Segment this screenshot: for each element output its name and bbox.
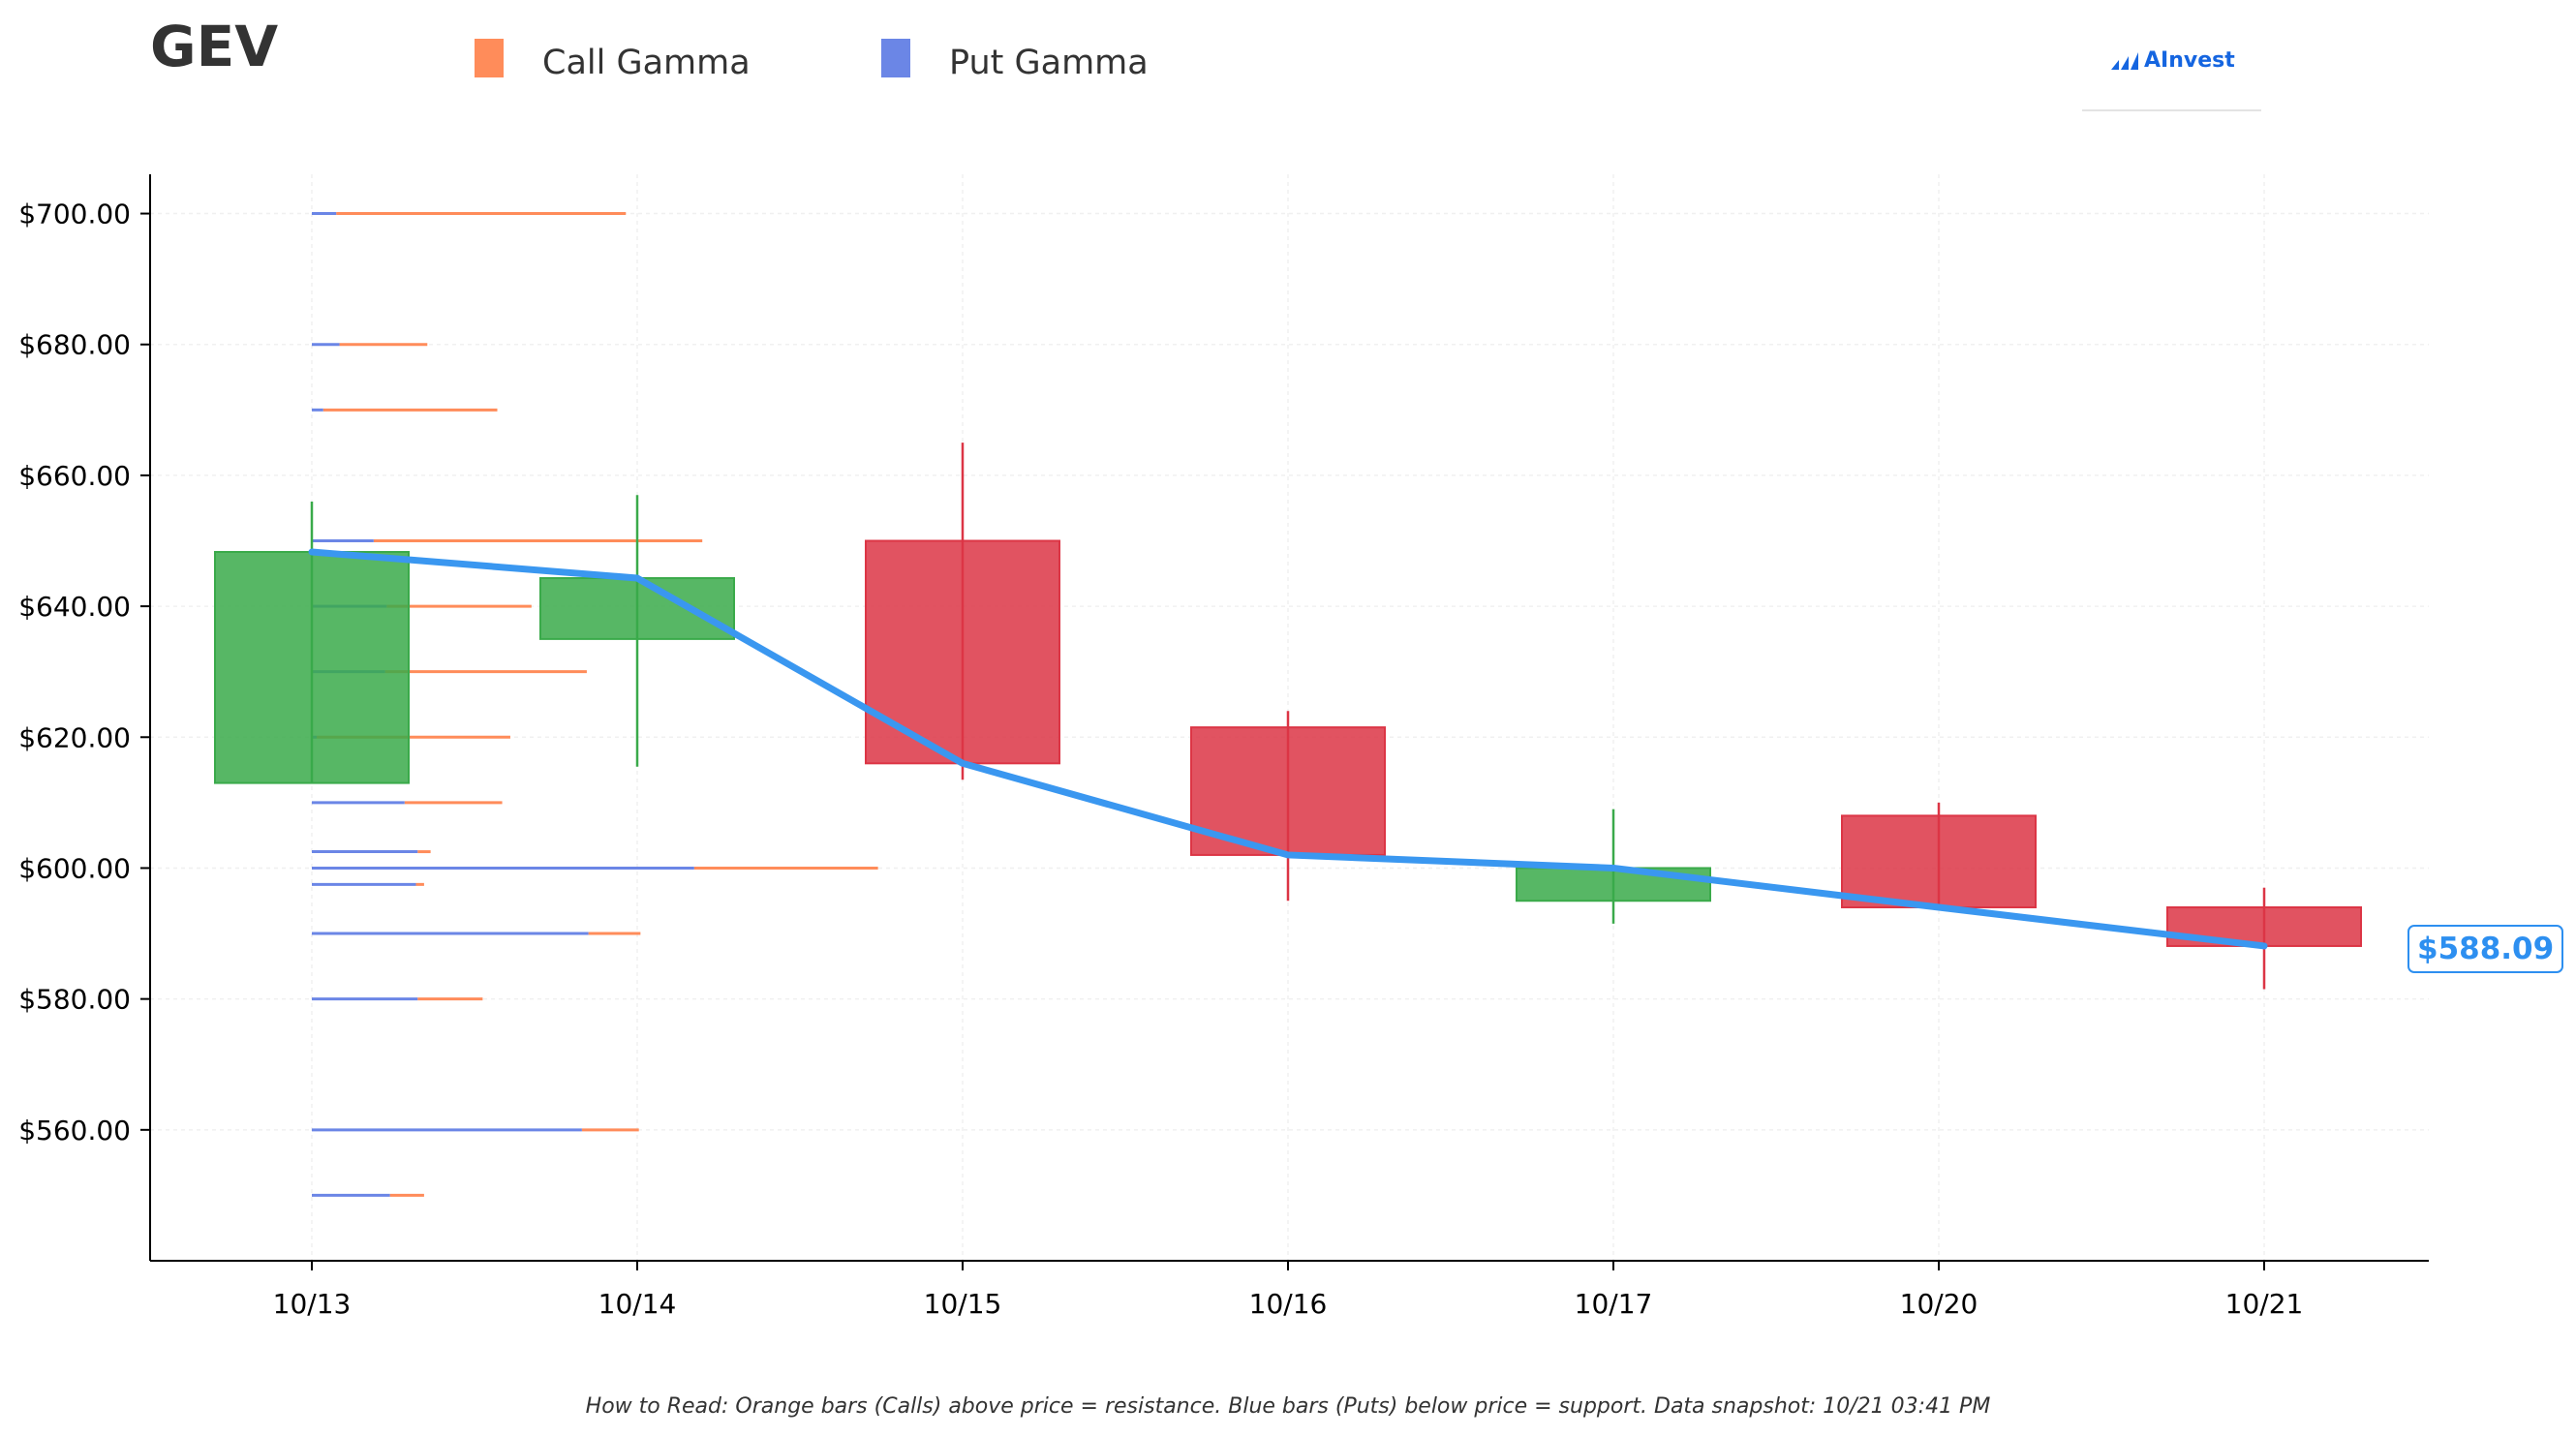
y-tick-label: $560.00 (18, 1115, 131, 1147)
chart-title: GEV (150, 14, 279, 79)
y-tick-label: $640.00 (18, 591, 131, 623)
x-tick-label: 10/13 (273, 1288, 352, 1320)
legend-swatch-call (475, 39, 504, 77)
legend-label-call: Call Gamma (542, 44, 751, 82)
close-price-line (308, 548, 2268, 950)
brand-logo: AInvest (2111, 48, 2235, 73)
x-tick-label: 10/16 (1249, 1288, 1328, 1320)
x-tick-label: 10/21 (2225, 1288, 2304, 1320)
current-price-badge: $588.09 (2407, 925, 2564, 973)
how-to-read-note: How to Read: Orange bars (Calls) above p… (585, 1394, 1991, 1419)
y-tick-label: $580.00 (18, 984, 131, 1016)
x-tick-label: 10/20 (1900, 1288, 1978, 1320)
candle-body (2166, 906, 2362, 947)
candle-body (865, 539, 1060, 765)
candle-body (214, 550, 410, 784)
legend-label-put: Put Gamma (949, 44, 1149, 82)
x-tick-label: 10/15 (924, 1288, 1002, 1320)
chart-logo-icon (2111, 51, 2138, 70)
candle-body (1841, 814, 2037, 909)
x-tick-label: 10/17 (1575, 1288, 1653, 1320)
y-tick-label: $660.00 (18, 460, 131, 492)
y-tick-label: $600.00 (18, 852, 131, 884)
legend-swatch-put (881, 39, 910, 77)
x-tick-label: 10/14 (598, 1288, 677, 1320)
brand-name: AInvest (2144, 48, 2235, 73)
candle-body (539, 577, 735, 640)
y-tick-label: $620.00 (18, 721, 131, 753)
y-tick-label: $700.00 (18, 199, 131, 230)
y-tick-label: $680.00 (18, 329, 131, 361)
brand-divider (2082, 109, 2261, 111)
